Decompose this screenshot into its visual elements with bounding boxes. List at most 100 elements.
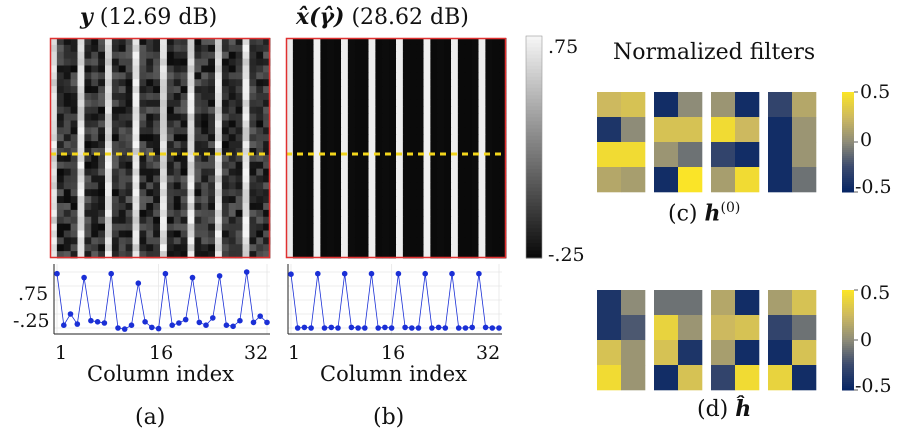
image-pixel — [221, 93, 230, 101]
data-point — [315, 270, 321, 277]
image-pixel — [63, 251, 72, 259]
colorbar-step — [842, 300, 854, 303]
image-pixel — [389, 51, 397, 60]
image-pixel — [242, 127, 250, 135]
image-pixel — [457, 79, 466, 87]
image-pixel — [77, 182, 85, 190]
image-pixel — [221, 106, 230, 115]
image-pixel — [485, 203, 493, 211]
image-pixel — [444, 196, 452, 204]
image-pixel — [166, 38, 175, 46]
image-pixel — [430, 51, 438, 60]
image-pixel — [327, 230, 335, 238]
image-pixel — [173, 203, 182, 211]
image-pixel — [194, 65, 202, 73]
filter-cell — [735, 340, 760, 366]
colorbar-step — [842, 358, 854, 361]
image-pixel — [464, 203, 473, 211]
image-pixel — [451, 86, 459, 94]
image-pixel — [249, 203, 257, 211]
image-pixel — [235, 51, 243, 60]
image-pixel — [389, 44, 397, 53]
image-pixel — [70, 237, 78, 245]
image-pixel — [499, 209, 507, 218]
image-pixel — [263, 251, 271, 259]
image-pixel — [194, 244, 202, 252]
image-pixel — [437, 237, 445, 245]
image-pixel — [215, 134, 223, 142]
image-pixel — [228, 148, 237, 156]
image-pixel — [396, 99, 404, 108]
image-pixel — [166, 196, 175, 204]
image-pixel — [478, 51, 486, 60]
image-pixel — [416, 120, 424, 128]
image-pixel — [221, 216, 230, 225]
colorbar-step — [842, 126, 854, 129]
colorbar-step — [526, 135, 542, 141]
image-pixel — [166, 99, 175, 108]
colorbar-step — [526, 132, 542, 137]
image-pixel — [242, 141, 250, 149]
image-pixel — [499, 134, 507, 142]
image-pixel — [334, 154, 342, 163]
image-pixel — [111, 209, 120, 218]
image-pixel — [478, 120, 486, 128]
image-pixel — [194, 196, 202, 204]
image-pixel — [416, 251, 424, 259]
image-pixel — [320, 251, 328, 259]
image-pixel — [327, 58, 335, 66]
image-pixel — [201, 209, 209, 218]
image-pixel — [139, 127, 147, 135]
image-pixel — [63, 86, 72, 94]
image-pixel — [444, 106, 452, 115]
image-pixel — [249, 182, 257, 190]
image-pixel — [409, 148, 418, 156]
image-pixel — [160, 237, 168, 245]
image-pixel — [153, 141, 161, 149]
image-pixel — [70, 196, 78, 204]
image-pixel — [139, 106, 147, 115]
image-pixel — [235, 237, 243, 245]
image-pixel — [105, 106, 113, 115]
image-pixel — [457, 58, 466, 66]
colorbar-step — [526, 254, 542, 259]
image-pixel — [201, 189, 209, 197]
image-pixel — [77, 196, 85, 204]
image-pixel — [437, 223, 445, 231]
colorbar-step — [526, 206, 542, 211]
image-pixel — [471, 44, 479, 53]
image-pixel — [77, 79, 85, 87]
image-pixel — [84, 72, 92, 80]
image-pixel — [389, 72, 397, 80]
filter-cell — [621, 92, 646, 118]
colorbar-step — [842, 298, 854, 301]
image-pixel — [409, 141, 418, 149]
image-pixel — [160, 161, 168, 170]
image-pixel — [341, 113, 349, 121]
image-pixel — [423, 99, 431, 108]
image-pixel — [334, 189, 342, 197]
image-pixel — [125, 196, 133, 204]
image-pixel — [50, 237, 58, 245]
image-pixel — [389, 79, 397, 87]
image-pixel — [56, 72, 65, 80]
image-pixel — [361, 209, 369, 218]
image-pixel — [306, 203, 314, 211]
colorbar-step — [526, 243, 542, 248]
image-pixel — [125, 79, 133, 87]
image-pixel — [228, 223, 237, 231]
image-pixel — [63, 209, 72, 218]
image-pixel — [306, 168, 314, 176]
image-pixel — [368, 154, 376, 163]
image-pixel — [382, 154, 390, 163]
image-pixel — [84, 154, 92, 163]
colorbar-step — [842, 120, 854, 123]
image-pixel — [50, 51, 58, 60]
image-pixel — [180, 189, 188, 197]
data-point — [149, 324, 155, 331]
colorbar-step — [842, 100, 854, 103]
image-pixel — [299, 120, 308, 128]
image-pixel — [84, 86, 92, 94]
image-pixel — [194, 134, 202, 142]
image-pixel — [180, 203, 188, 211]
